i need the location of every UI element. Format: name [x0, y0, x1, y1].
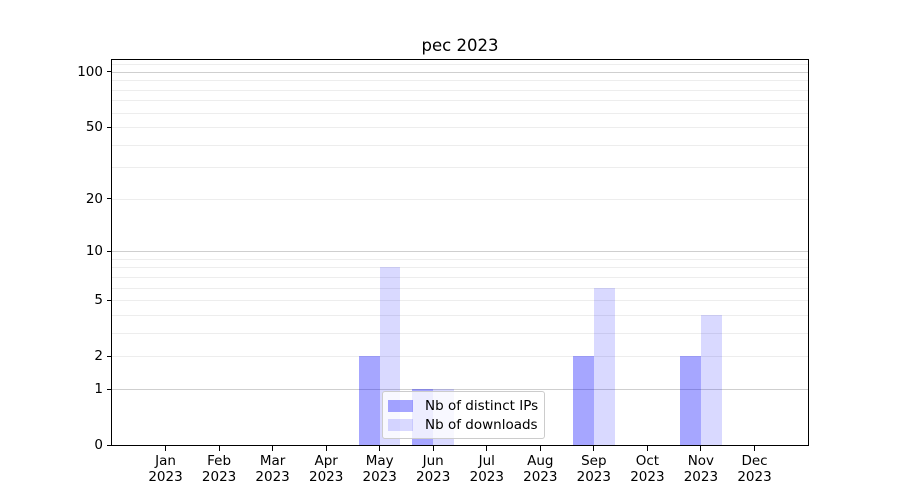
- plot-area: [111, 59, 809, 446]
- x-tick-mark: [272, 446, 274, 451]
- x-tick-mark: [325, 446, 327, 451]
- x-tick-month: Oct: [635, 453, 660, 469]
- y-tick-label: 100: [77, 63, 103, 80]
- gridline-minor: [112, 64, 808, 66]
- x-tick-year: 2023: [362, 468, 397, 485]
- y-tick-label: 10: [85, 243, 103, 260]
- y-tick-label: 20: [85, 190, 103, 207]
- y-tick-label: 5: [94, 292, 103, 309]
- gridline-minor: [112, 167, 808, 169]
- legend-label-downloads: Nb of downloads: [425, 417, 538, 434]
- y-tick-mark: [106, 355, 111, 357]
- x-tick-month: May: [365, 453, 394, 469]
- x-tick-label: Feb 2023: [191, 453, 247, 485]
- y-tick-mark: [106, 198, 111, 200]
- x-tick-label: Jul 2023: [459, 453, 515, 485]
- gridline-minor: [112, 287, 808, 289]
- x-tick-month: Sep: [581, 453, 607, 469]
- gridline-minor: [112, 258, 808, 260]
- x-tick-year: 2023: [255, 468, 290, 485]
- legend-swatch-distinct-ips-icon: [388, 399, 413, 412]
- x-tick-label: Sep 2023: [566, 453, 622, 485]
- y-tick-label: 50: [85, 119, 103, 136]
- x-tick-label: Dec 2023: [727, 453, 783, 485]
- y-tick-mark: [106, 126, 111, 128]
- gridline-major: [112, 71, 808, 73]
- x-tick-month: Apr: [314, 453, 338, 469]
- x-tick-year: 2023: [523, 468, 558, 485]
- x-tick-label: Jan 2023: [138, 453, 194, 485]
- legend-label-distinct-ips: Nb of distinct IPs: [425, 397, 539, 414]
- gridline-minor: [112, 276, 808, 278]
- x-tick-mark: [646, 446, 648, 451]
- y-tick-mark: [106, 250, 111, 252]
- bar-ips-sep: [573, 356, 594, 445]
- x-tick-mark: [754, 446, 755, 451]
- x-tick-label: Nov 2023: [673, 453, 729, 485]
- x-tick-year: 2023: [309, 468, 344, 485]
- y-tick-label: 0: [94, 437, 103, 453]
- gridline-minor: [112, 198, 808, 200]
- x-tick-label: May 2023: [352, 453, 408, 485]
- y-tick-mark: [106, 388, 111, 390]
- x-tick-month: Feb: [207, 453, 232, 469]
- x-tick-label: Mar 2023: [245, 453, 301, 485]
- gridline-major: [112, 389, 808, 390]
- gridline-minor: [112, 80, 808, 82]
- gridline-minor: [112, 89, 808, 91]
- x-tick-month: Mar: [259, 453, 286, 469]
- legend-item-downloads: Nb of downloads: [388, 416, 538, 436]
- x-tick-mark: [486, 446, 488, 451]
- bar-ips-may: [358, 356, 380, 445]
- y-tick-label: 1: [94, 381, 103, 397]
- x-tick-mark: [539, 446, 541, 451]
- legend: Nb of distinct IPs Nb of downloads: [382, 391, 545, 439]
- x-tick-mark: [218, 446, 220, 451]
- x-tick-year: 2023: [201, 468, 237, 485]
- x-tick-year: 2023: [576, 468, 611, 485]
- bar-downloads-sep: [593, 287, 615, 445]
- x-tick-year: 2023: [737, 468, 772, 485]
- gridline-major: [112, 251, 808, 253]
- x-tick-year: 2023: [416, 468, 451, 485]
- x-tick-mark: [432, 446, 434, 451]
- x-tick-year: 2023: [148, 468, 183, 485]
- gridline-minor: [112, 314, 808, 316]
- x-tick-mark: [379, 446, 381, 451]
- chart-title: pec 2023: [421, 36, 499, 55]
- gridline-minor: [112, 332, 808, 334]
- x-tick-mark: [165, 446, 166, 451]
- gridline-minor: [112, 100, 808, 102]
- x-tick-month: Jun: [422, 453, 444, 469]
- y-tick-mark: [106, 444, 111, 446]
- bar-ips-nov: [680, 356, 701, 445]
- x-tick-label: Aug 2023: [512, 453, 568, 485]
- x-tick-month: Aug: [527, 453, 554, 469]
- x-tick-year: 2023: [683, 468, 719, 485]
- gridline-minor: [112, 267, 808, 269]
- gridline-minor: [112, 144, 808, 146]
- x-tick-mark: [593, 446, 595, 451]
- y-tick-mark: [106, 299, 111, 301]
- x-tick-year: 2023: [630, 468, 665, 485]
- gridline-minor: [112, 356, 808, 358]
- y-tick-label: 2: [94, 348, 103, 365]
- x-tick-label: Apr 2023: [298, 453, 354, 485]
- x-tick-month: Jul: [478, 453, 495, 469]
- x-tick-month: Dec: [741, 453, 768, 469]
- gridline-minor: [112, 127, 808, 129]
- x-tick-label: Jun 2023: [405, 453, 461, 485]
- y-tick-mark: [106, 71, 111, 73]
- bar-downloads-nov: [700, 314, 722, 445]
- x-tick-year: 2023: [469, 468, 504, 485]
- gridline-minor: [112, 112, 808, 114]
- gridline-minor: [112, 300, 808, 302]
- legend-item-distinct-ips: Nb of distinct IPs: [388, 396, 538, 416]
- x-tick-month: Nov: [687, 453, 715, 469]
- legend-swatch-downloads-icon: [388, 419, 413, 432]
- x-tick-mark: [700, 446, 702, 451]
- x-tick-label: Oct 2023: [619, 453, 675, 485]
- x-tick-month: Jan: [155, 453, 176, 469]
